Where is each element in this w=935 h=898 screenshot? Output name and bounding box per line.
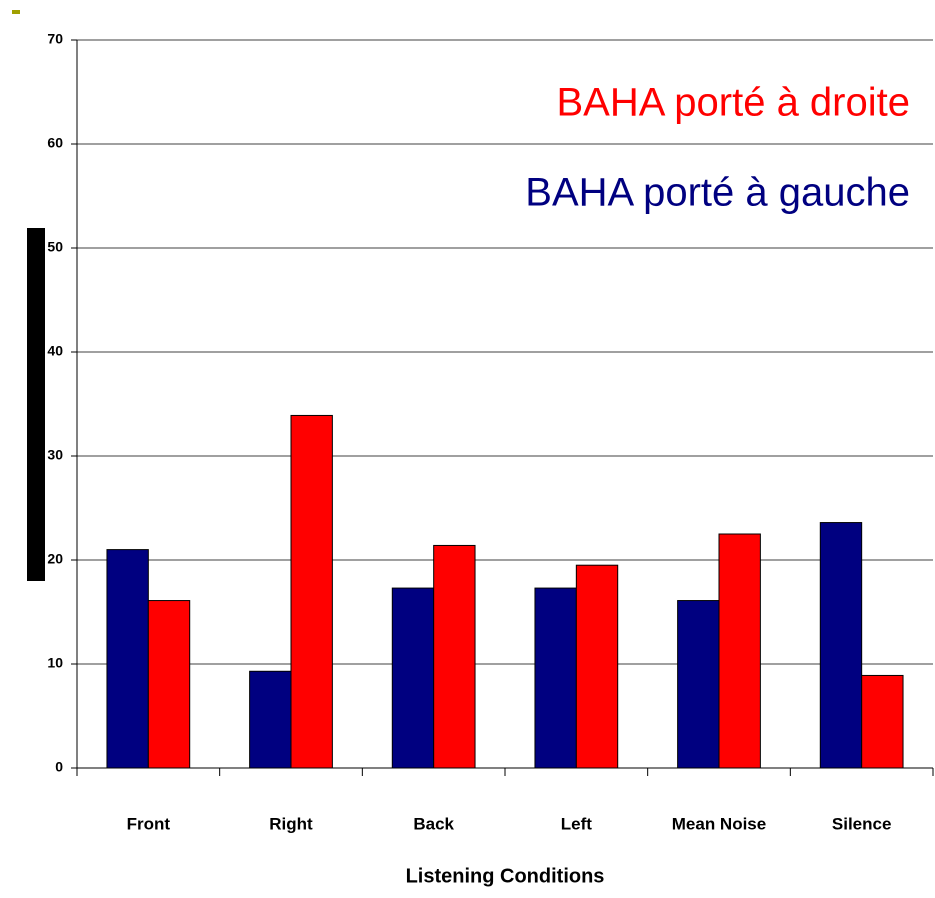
y-tick-label: 0 <box>55 759 63 775</box>
bar <box>106 549 149 769</box>
obscured-label <box>27 228 45 581</box>
y-tick-label: 10 <box>47 655 63 671</box>
x-tick-label: Right <box>269 814 313 833</box>
bar <box>677 600 720 769</box>
y-tick-label: 50 <box>47 239 63 255</box>
bar <box>147 600 191 769</box>
y-tick-label: 40 <box>47 343 63 359</box>
x-tick-label: Back <box>413 814 454 833</box>
bar <box>861 674 904 769</box>
legend-entry: BAHA porté à droite <box>556 81 910 125</box>
bar <box>249 670 292 769</box>
y-tick-label: 30 <box>47 447 63 463</box>
bar <box>290 414 333 769</box>
x-axis-label: Listening Conditions <box>406 865 605 887</box>
legend-entry: BAHA porté à gauche <box>525 171 910 215</box>
x-tick-label: Left <box>561 814 593 833</box>
x-tick-label: Mean Noise <box>672 814 766 833</box>
bar <box>718 533 761 769</box>
bar <box>819 522 863 769</box>
y-tick-label: 70 <box>47 31 63 47</box>
y-tick-label: 60 <box>47 135 63 151</box>
x-tick-label: Front <box>127 814 171 833</box>
bar <box>391 587 435 769</box>
bar <box>575 564 619 769</box>
bar <box>534 587 577 769</box>
x-tick-label: Silence <box>832 814 892 833</box>
bullet <box>12 10 20 14</box>
y-tick-label: 20 <box>47 551 63 567</box>
bar <box>433 544 476 769</box>
